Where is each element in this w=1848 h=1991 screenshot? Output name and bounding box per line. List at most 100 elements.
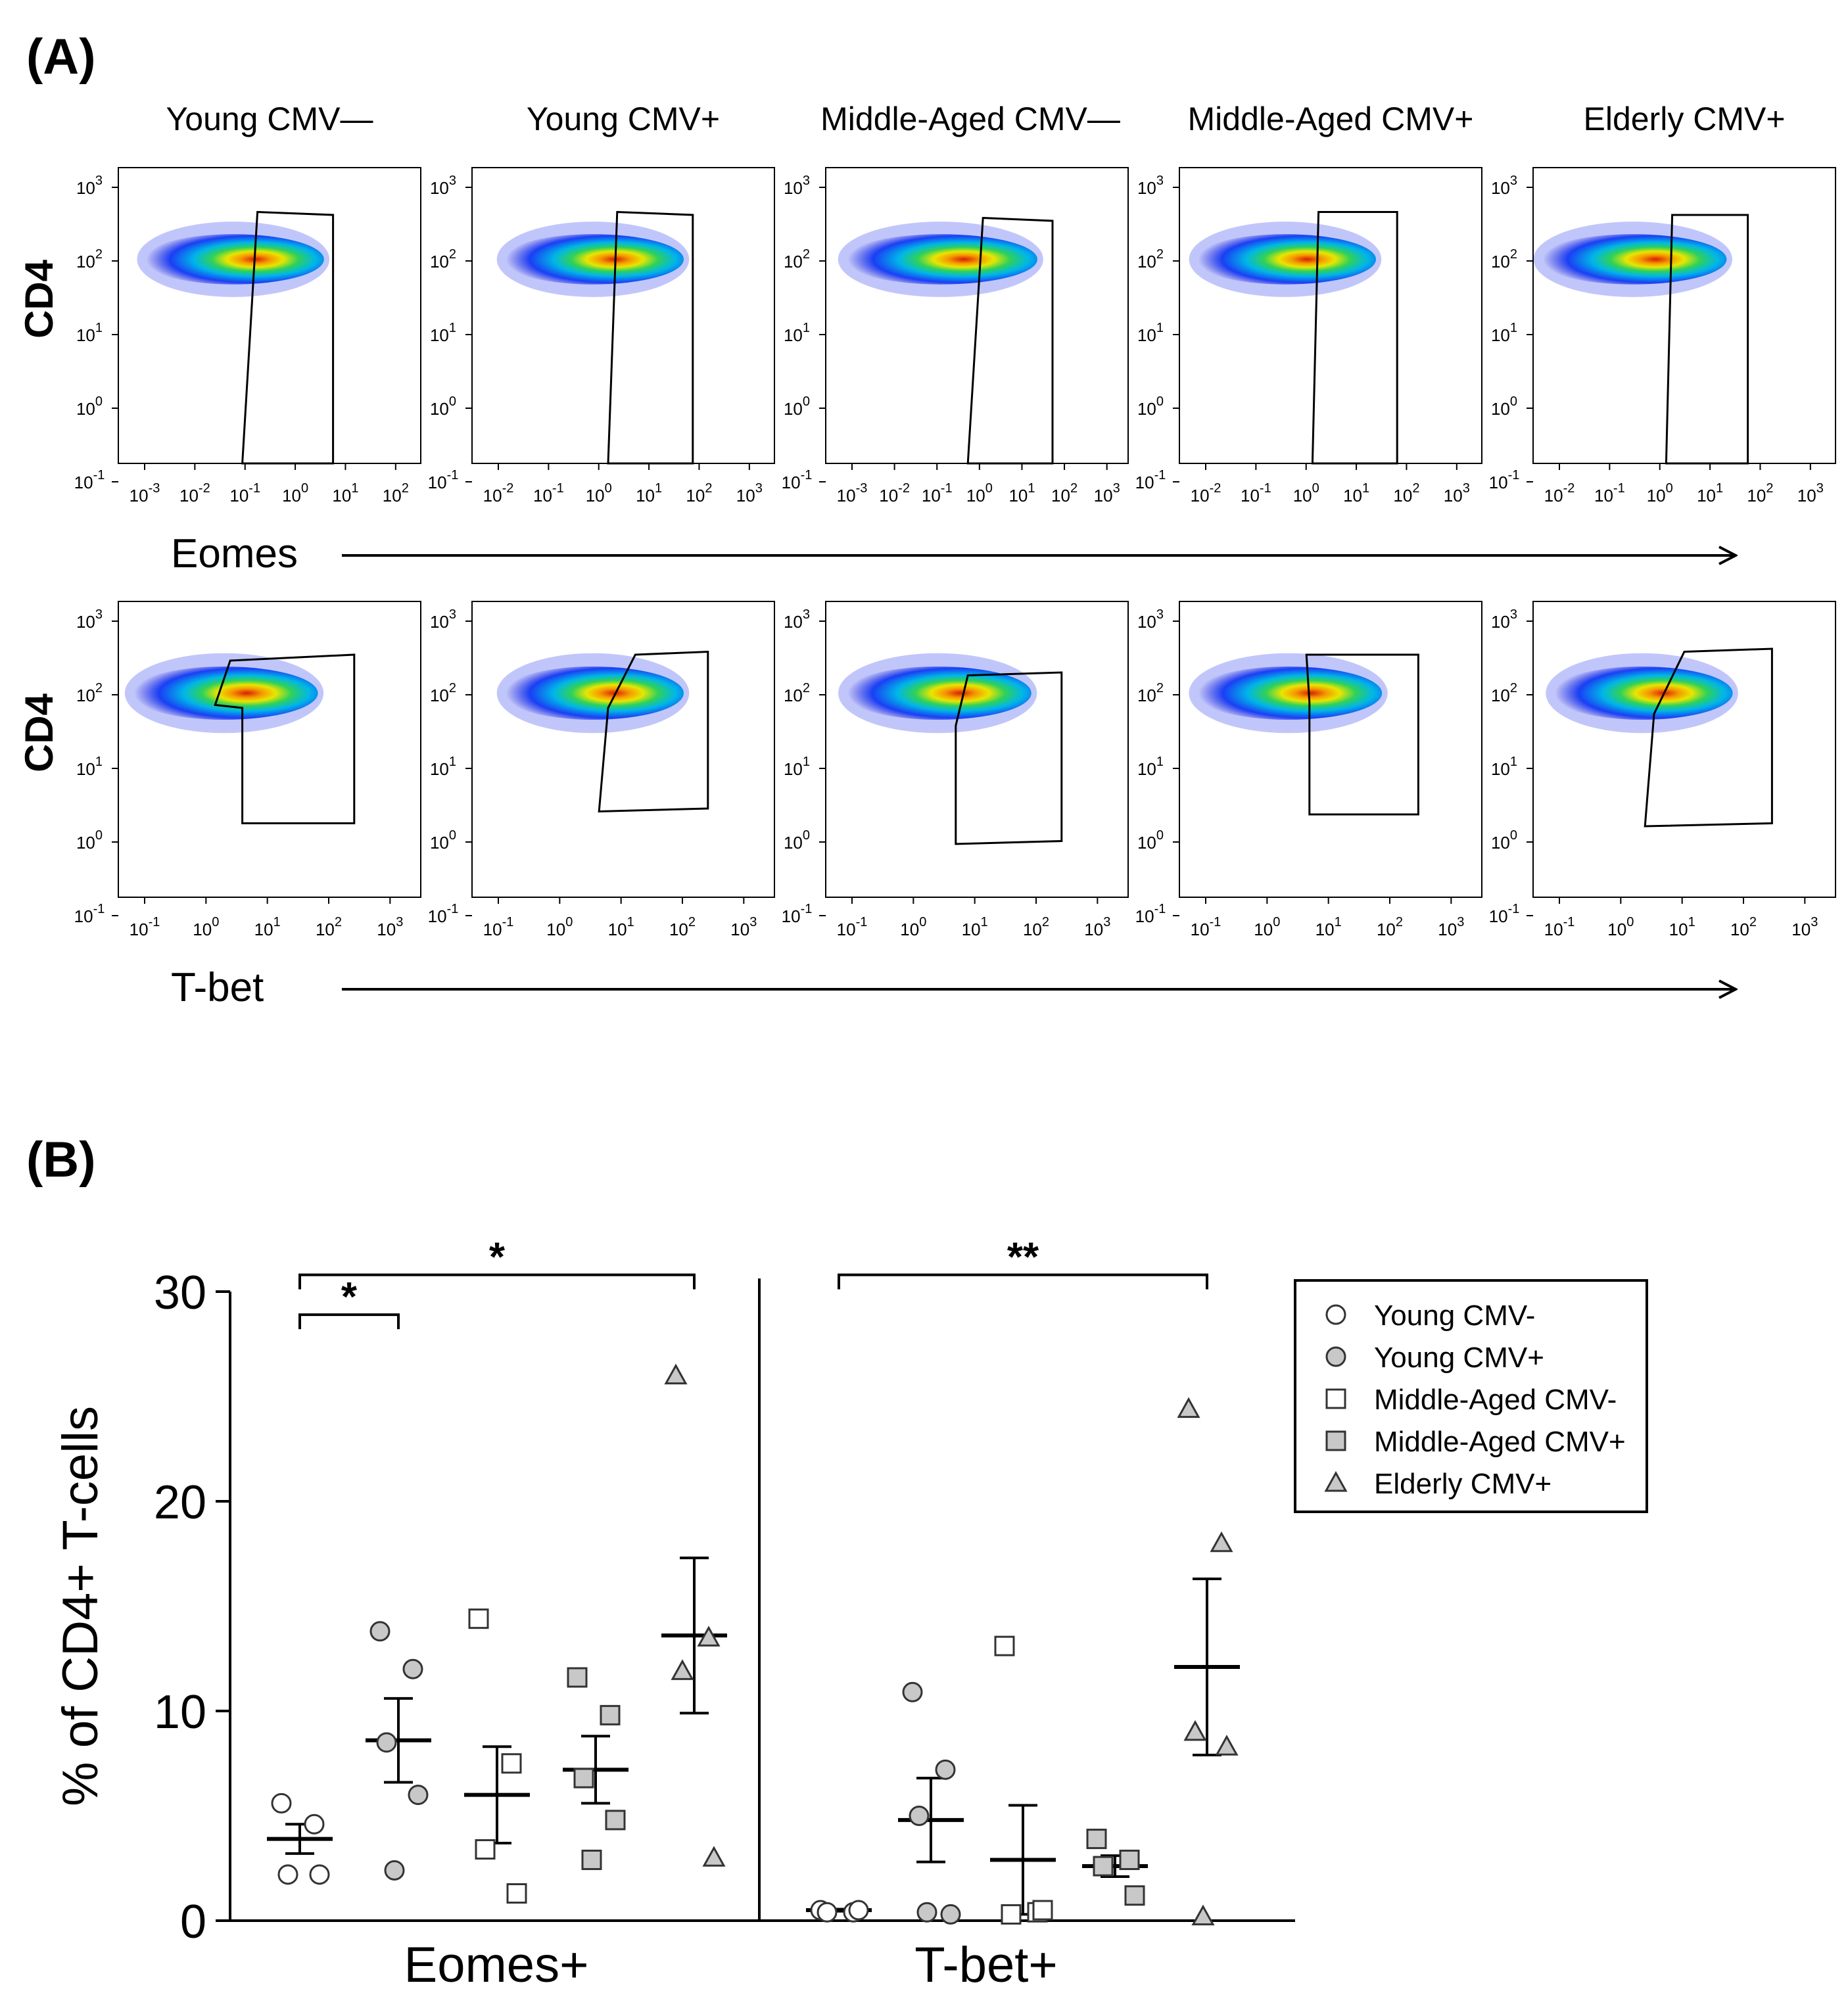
- y-tick-label: 103: [76, 174, 103, 198]
- x-tick-label: 10-1: [1594, 481, 1625, 505]
- x-tick-label: 103: [1791, 915, 1818, 939]
- legend-marker: [1325, 1304, 1346, 1325]
- y-tick-label: 10-1: [1489, 902, 1520, 926]
- panel-a-flow-plots: Young CMV— Young CMV+ Middle-Aged CMV— Midd…: [17, 101, 1836, 1010]
- x-tick-label: 10-2: [483, 481, 514, 505]
- y-tick-label: 102: [76, 247, 103, 271]
- data-point: [1119, 1849, 1140, 1870]
- y-tick-label: 102: [1491, 681, 1517, 705]
- data-point: [408, 1785, 429, 1806]
- data-point: [1210, 1531, 1233, 1553]
- significance-label: **: [1007, 1234, 1039, 1280]
- significance-label: *: [341, 1275, 358, 1320]
- x-axis-label: Eomes: [171, 531, 298, 576]
- significance-bracket: *: [298, 1275, 400, 1330]
- significance-label: *: [489, 1234, 506, 1280]
- dot-cloud-density: [1195, 234, 1376, 285]
- legend-frame: [1294, 1279, 1648, 1513]
- y-tick-label: 100: [76, 828, 103, 853]
- x-tick-label: 10-1: [922, 481, 953, 505]
- y-tick-label: 100: [1491, 394, 1517, 419]
- plot-frame: [825, 601, 1129, 898]
- y-axis-label-cd4: CD4: [17, 693, 61, 772]
- x-tick-label: 101: [1697, 481, 1723, 505]
- x-tick-label: 103: [1444, 481, 1470, 505]
- y-tick-label: 101: [430, 755, 456, 779]
- y-tick-label: 30: [154, 1267, 206, 1319]
- x-tick-label: 10-1: [1241, 481, 1271, 505]
- category-label: Eomes+: [404, 1937, 589, 1991]
- flow-plot: 103 102 101 100 10-1 10-3 10-2 10-1 100 101 102 103: [782, 167, 1129, 505]
- data-point: [1183, 1720, 1207, 1741]
- data-point: [940, 1904, 961, 1925]
- data-point: [402, 1658, 423, 1679]
- y-tick-label: 10-1: [428, 902, 459, 926]
- y-tick-label: 102: [430, 247, 456, 271]
- y-tick-label: 101: [784, 321, 810, 345]
- x-tick-label: 100: [546, 915, 573, 939]
- data-point: [475, 1839, 496, 1860]
- data-point: [271, 1792, 292, 1814]
- y-tick-label: 103: [1137, 174, 1164, 198]
- y-tick-label: 103: [784, 607, 810, 632]
- legend-entry: Middle-Aged CMV-: [1374, 1384, 1617, 1416]
- x-tick-label: 10-1: [1544, 915, 1575, 939]
- y-tick-label: 10-1: [782, 902, 813, 926]
- x-tick-label: 10-1: [533, 481, 564, 505]
- y-tick-label: 102: [784, 681, 810, 705]
- x-tick-label: 103: [1084, 915, 1110, 939]
- series-group: [366, 1621, 431, 1881]
- x-tick-label: 103: [1797, 481, 1824, 505]
- x-tick-label: 10-1: [837, 915, 868, 939]
- legend-entry: Elderly CMV+: [1374, 1468, 1552, 1500]
- x-tick-label: 100: [586, 481, 612, 505]
- flow-plot: 103 102 101 100 10-1 10-3 10-2 10-1 100 101 102: [74, 167, 421, 505]
- dot-cloud-density: [142, 234, 324, 285]
- y-axis-label-cd4: CD4: [17, 259, 61, 339]
- data-point: [304, 1814, 325, 1835]
- y-tick-label: 101: [76, 321, 103, 345]
- x-tick-label: 103: [730, 915, 757, 939]
- significance-bracket: *: [298, 1234, 696, 1290]
- y-tick-label: 100: [1137, 394, 1164, 419]
- y-tick-label: 103: [430, 174, 456, 198]
- y-tick-label: 102: [784, 247, 810, 271]
- x-tick-label: 10-2: [879, 481, 910, 505]
- data-point: [605, 1810, 626, 1831]
- data-point: [1177, 1397, 1200, 1418]
- x-tick-label: 102: [1730, 915, 1757, 939]
- y-tick-label: 102: [430, 681, 456, 705]
- y-tick-label: 100: [1137, 828, 1164, 853]
- y-tick-label: 102: [1491, 247, 1517, 271]
- series-group: [806, 1900, 872, 1923]
- x-tick-label: 10-1: [130, 915, 160, 939]
- x-tick-label: 102: [383, 481, 409, 505]
- data-point: [664, 1363, 688, 1385]
- y-tick-label: 103: [1491, 174, 1517, 198]
- data-point: [1086, 1829, 1107, 1850]
- y-tick-label: 103: [784, 174, 810, 198]
- x-tick-label: 102: [669, 915, 696, 939]
- data-point: [702, 1846, 726, 1867]
- x-tick-label: 10-1: [483, 915, 514, 939]
- series-group: [267, 1792, 333, 1885]
- y-tick-label: 10-1: [1489, 468, 1520, 492]
- flow-plot: 103 102 101 100 10-1 10-1 100 101 102 103: [428, 601, 775, 939]
- x-tick-label: 101: [1008, 481, 1035, 505]
- dot-cloud-density: [843, 234, 1038, 285]
- data-point: [1191, 1904, 1215, 1926]
- plot-frame: [118, 601, 421, 898]
- y-tick-label: 101: [1491, 321, 1517, 345]
- data-point: [902, 1681, 923, 1702]
- series-group: [990, 1635, 1056, 1925]
- dot-cloud-density: [130, 667, 318, 720]
- data-point: [916, 1902, 937, 1923]
- x-tick-label: 101: [1315, 915, 1342, 939]
- flow-plot: 103 102 101 100 10-1 10-2 10-1 100 101 102 103: [428, 167, 775, 505]
- data-point: [501, 1753, 522, 1774]
- flow-plot: 103 102 101 100 10-1 10-1 100 101 102 103: [1135, 601, 1482, 939]
- gate-polygon: [966, 216, 1054, 465]
- x-tick-label: 102: [1747, 481, 1773, 505]
- x-tick-label: 101: [1669, 915, 1695, 939]
